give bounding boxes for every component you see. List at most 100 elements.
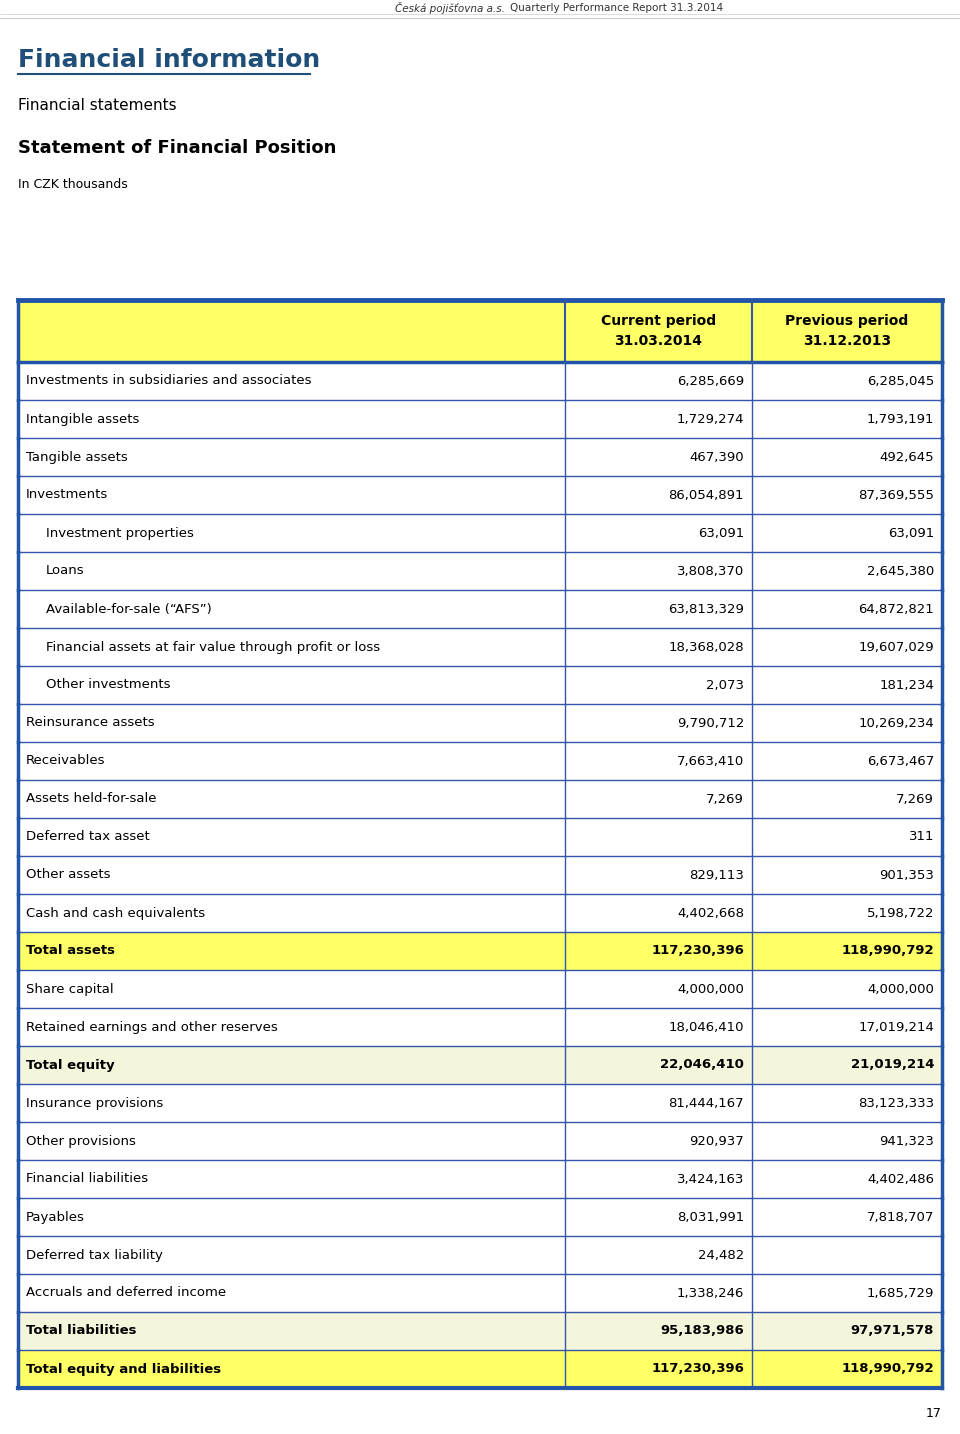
Text: In CZK thousands: In CZK thousands <box>18 178 128 192</box>
Bar <box>18 856 942 893</box>
Text: 4,402,486: 4,402,486 <box>867 1173 934 1186</box>
Text: Accruals and deferred income: Accruals and deferred income <box>26 1286 227 1299</box>
Text: 18,046,410: 18,046,410 <box>668 1021 744 1034</box>
Bar <box>18 1160 942 1197</box>
Text: Financial information: Financial information <box>18 47 321 72</box>
Bar <box>18 1349 942 1388</box>
Bar <box>18 780 942 817</box>
Text: 24,482: 24,482 <box>698 1249 744 1262</box>
Text: 7,269: 7,269 <box>896 793 934 806</box>
Text: 17: 17 <box>926 1407 942 1420</box>
Text: 22,046,410: 22,046,410 <box>660 1058 744 1071</box>
Text: 81,444,167: 81,444,167 <box>668 1097 744 1110</box>
Text: 5,198,722: 5,198,722 <box>867 906 934 919</box>
Bar <box>18 1236 942 1273</box>
Text: Investments in subsidiaries and associates: Investments in subsidiaries and associat… <box>26 374 311 387</box>
Bar <box>18 893 942 932</box>
Text: 901,353: 901,353 <box>879 869 934 882</box>
Text: Quarterly Performance Report 31.3.2014: Quarterly Performance Report 31.3.2014 <box>510 3 723 13</box>
Text: 6,285,045: 6,285,045 <box>867 374 934 387</box>
Text: Deferred tax asset: Deferred tax asset <box>26 830 150 843</box>
Text: 117,230,396: 117,230,396 <box>651 1362 744 1375</box>
Text: 63,813,329: 63,813,329 <box>668 602 744 615</box>
Text: 18,368,028: 18,368,028 <box>668 641 744 654</box>
Bar <box>18 361 942 400</box>
Bar <box>18 1008 942 1045</box>
Text: 8,031,991: 8,031,991 <box>677 1210 744 1223</box>
Text: 7,818,707: 7,818,707 <box>867 1210 934 1223</box>
Text: Payables: Payables <box>26 1210 84 1223</box>
Text: 492,645: 492,645 <box>879 450 934 463</box>
Text: 9,790,712: 9,790,712 <box>677 717 744 730</box>
Text: Total equity and liabilities: Total equity and liabilities <box>26 1362 221 1375</box>
Text: Previous period
31.12.2013: Previous period 31.12.2013 <box>785 314 908 348</box>
Text: Total liabilities: Total liabilities <box>26 1325 136 1338</box>
Text: Cash and cash equivalents: Cash and cash equivalents <box>26 906 205 919</box>
Text: Share capital: Share capital <box>26 982 113 995</box>
Bar <box>18 437 942 476</box>
Text: 1,685,729: 1,685,729 <box>867 1286 934 1299</box>
Bar <box>18 300 942 361</box>
Text: Financial assets at fair value through profit or loss: Financial assets at fair value through p… <box>46 641 380 654</box>
Text: 1,793,191: 1,793,191 <box>867 413 934 426</box>
Text: Intangible assets: Intangible assets <box>26 413 139 426</box>
Bar <box>18 1197 942 1236</box>
Text: 467,390: 467,390 <box>689 450 744 463</box>
Text: 63,091: 63,091 <box>698 526 744 539</box>
Text: 117,230,396: 117,230,396 <box>651 945 744 958</box>
Text: 2,073: 2,073 <box>706 678 744 691</box>
Text: 118,990,792: 118,990,792 <box>841 945 934 958</box>
Bar <box>18 969 942 1008</box>
Bar <box>18 817 942 856</box>
Bar <box>18 704 942 741</box>
Bar <box>18 589 942 628</box>
Text: 3,808,370: 3,808,370 <box>677 565 744 578</box>
Text: Assets held-for-sale: Assets held-for-sale <box>26 793 156 806</box>
Text: 87,369,555: 87,369,555 <box>858 489 934 502</box>
Text: Česká pojišťovna a.s.: Česká pojišťovna a.s. <box>395 1 505 14</box>
Text: Total assets: Total assets <box>26 945 115 958</box>
Text: Tangible assets: Tangible assets <box>26 450 128 463</box>
Bar <box>18 400 942 437</box>
Text: 97,971,578: 97,971,578 <box>851 1325 934 1338</box>
Text: 118,990,792: 118,990,792 <box>841 1362 934 1375</box>
Text: Investment properties: Investment properties <box>46 526 194 539</box>
Bar <box>18 1273 942 1312</box>
Bar <box>18 1121 942 1160</box>
Text: 311: 311 <box>908 830 934 843</box>
Text: 10,269,234: 10,269,234 <box>858 717 934 730</box>
Text: 181,234: 181,234 <box>879 678 934 691</box>
Bar <box>18 665 942 704</box>
Text: Receivables: Receivables <box>26 754 106 767</box>
Text: Retained earnings and other reserves: Retained earnings and other reserves <box>26 1021 277 1034</box>
Text: 86,054,891: 86,054,891 <box>668 489 744 502</box>
Text: Current period
31.03.2014: Current period 31.03.2014 <box>601 314 716 348</box>
Text: Reinsurance assets: Reinsurance assets <box>26 717 155 730</box>
Bar <box>18 1045 942 1084</box>
Text: 64,872,821: 64,872,821 <box>858 602 934 615</box>
Text: Financial statements: Financial statements <box>18 98 177 112</box>
Text: Loans: Loans <box>46 565 84 578</box>
Bar <box>18 628 942 665</box>
Text: 17,019,214: 17,019,214 <box>858 1021 934 1034</box>
Text: 19,607,029: 19,607,029 <box>858 641 934 654</box>
Text: 6,285,669: 6,285,669 <box>677 374 744 387</box>
Text: Deferred tax liability: Deferred tax liability <box>26 1249 163 1262</box>
Text: 63,091: 63,091 <box>888 526 934 539</box>
Bar <box>18 513 942 552</box>
Text: 7,663,410: 7,663,410 <box>677 754 744 767</box>
Text: 83,123,333: 83,123,333 <box>858 1097 934 1110</box>
Text: Financial liabilities: Financial liabilities <box>26 1173 148 1186</box>
Text: 6,673,467: 6,673,467 <box>867 754 934 767</box>
Bar <box>18 476 942 513</box>
Text: Investments: Investments <box>26 489 108 502</box>
Bar <box>18 932 942 969</box>
Text: Other provisions: Other provisions <box>26 1134 136 1147</box>
Text: 1,338,246: 1,338,246 <box>677 1286 744 1299</box>
Text: 7,269: 7,269 <box>707 793 744 806</box>
Text: 941,323: 941,323 <box>879 1134 934 1147</box>
Text: Other investments: Other investments <box>46 678 171 691</box>
Bar <box>18 552 942 589</box>
Text: 21,019,214: 21,019,214 <box>851 1058 934 1071</box>
Bar <box>18 1084 942 1121</box>
